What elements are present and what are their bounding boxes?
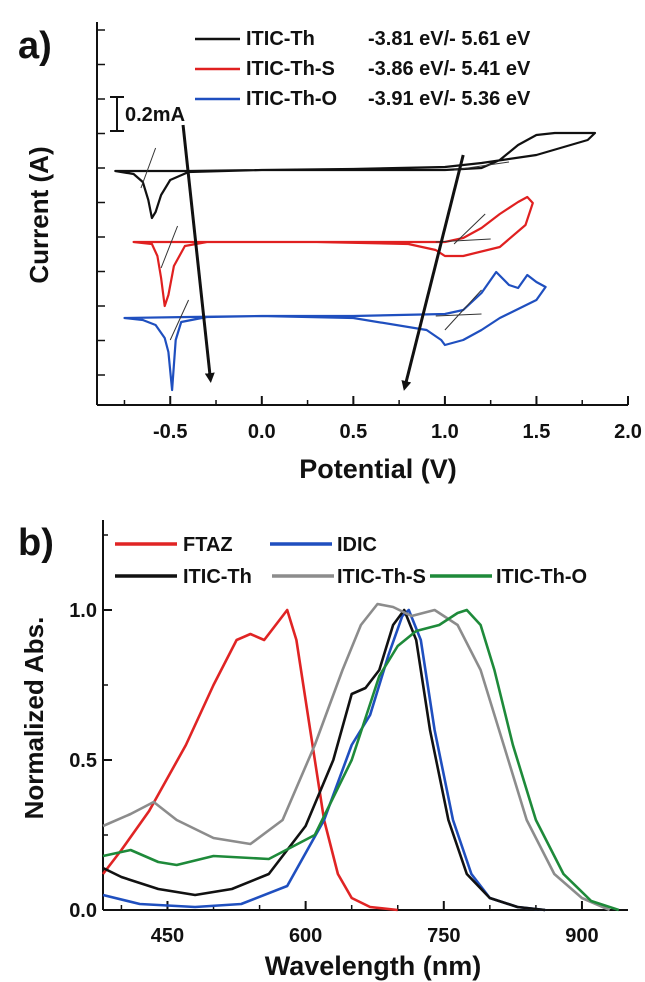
onset-tangent-line: [160, 225, 179, 269]
legend-label: ITIC-Th-O: [496, 566, 587, 588]
onset-tangent-line: [435, 313, 482, 317]
cv-curve-itic-th: [114, 131, 597, 220]
legend-label: ITIC-Th-S: [246, 58, 335, 80]
legend-energy-levels: -3.86 eV/- 5.41 eV: [368, 58, 531, 80]
abs-curve-idic: [102, 608, 546, 912]
panel-b-y-ticks: 0.0 0.5 1.0: [69, 534, 112, 922]
panel-a-x-tick-labels: -0.5 0.0 0.5 1.0 1.5 2.0: [153, 421, 642, 443]
panel-a: a) -0.5 0.0 0.5 1.0 1.5 2.0 Potential (V) Cur…: [18, 22, 642, 484]
panel-a-x-tick-label: -0.5: [153, 421, 187, 443]
panel-b-x-tick-label: 750: [427, 925, 460, 947]
panel-a-x-tick-label: 1.0: [431, 421, 459, 443]
panel-b-curves: [101, 602, 620, 912]
panel-b-x-tick-label: 900: [565, 925, 598, 947]
legend-energy-levels: -3.81 eV/- 5.61 eV: [368, 28, 531, 50]
onset-tangent-line: [453, 213, 486, 245]
legend-label: ITIC-Th: [246, 28, 315, 50]
panel-a-y-axis-label: Current (A): [24, 146, 54, 283]
panel-b-y-tick-label: 0.5: [69, 750, 97, 772]
panel-a-legend: ITIC-Th -3.81 eV/- 5.61 eV ITIC-Th-S -3.86 …: [195, 28, 531, 110]
abs-curve-ftaz: [101, 608, 398, 912]
panel-a-x-tick-label: 2.0: [614, 421, 642, 443]
abs-curve-itic-th-s: [102, 602, 611, 912]
panel-b-legend: FTAZ IDIC ITIC-Th ITIC-Th-S ITIC-Th-O: [115, 534, 587, 588]
panel-b-y-tick-label: 1.0: [69, 600, 97, 622]
onset-tangent-line: [140, 147, 157, 189]
panel-a-x-axis-label: Potential (V): [299, 454, 457, 484]
panel-b-x-tick-label: 450: [151, 925, 184, 947]
panel-b-x-ticks: 450 600 750 900: [120, 901, 599, 947]
onset-tangent-line: [444, 289, 482, 331]
panel-b-y-axis-label: Normalized Abs.: [19, 617, 49, 820]
panel-a-x-ticks: [123, 396, 629, 405]
trend-arrow: [401, 154, 465, 391]
scale-bar-label: 0.2mA: [125, 104, 185, 126]
scale-bar: 0.2mA: [110, 96, 185, 132]
panel-a-x-tick-label: 0.5: [339, 421, 367, 443]
panel-b-letter: b): [18, 522, 54, 564]
panel-a-letter: a): [18, 25, 52, 67]
legend-label: ITIC-Th: [183, 566, 252, 588]
legend-label: FTAZ: [183, 534, 233, 556]
trend-arrow: [181, 124, 215, 383]
panel-a-arrows: [181, 124, 465, 391]
onset-tangent-line: [435, 238, 491, 243]
legend-energy-levels: -3.91 eV/- 5.36 eV: [368, 88, 531, 110]
panel-a-x-tick-label: 1.5: [523, 421, 551, 443]
abs-curve-itic-th: [102, 608, 546, 912]
legend-label: IDIC: [337, 534, 377, 556]
cv-curve-itic-th-o: [123, 270, 547, 392]
panel-a-y-ticks: [97, 29, 105, 376]
panel-b: b) 0.0 0.5 1.0 450 600 750 900 Wavelength (nm…: [18, 520, 628, 981]
onset-tangent-line: [169, 299, 190, 341]
panel-b-x-tick-label: 600: [289, 925, 322, 947]
legend-label: ITIC-Th-S: [337, 566, 426, 588]
panel-b-x-axis-label: Wavelength (nm): [265, 951, 482, 981]
panel-b-y-tick-label: 0.0: [69, 900, 97, 922]
abs-curve-itic-th-o: [102, 608, 620, 912]
onset-tangent-line: [453, 161, 510, 171]
legend-label: ITIC-Th-O: [246, 88, 337, 110]
panel-a-x-tick-label: 0.0: [248, 421, 276, 443]
